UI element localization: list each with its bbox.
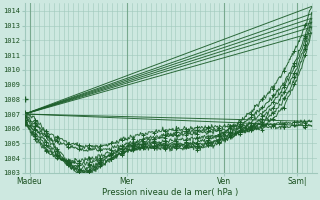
X-axis label: Pression niveau de la mer( hPa ): Pression niveau de la mer( hPa ) bbox=[102, 188, 239, 197]
